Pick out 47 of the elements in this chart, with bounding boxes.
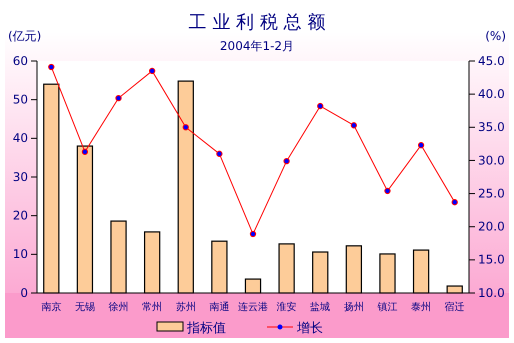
- y-tick-label: 60: [12, 54, 28, 68]
- y-axis-title: (亿元): [8, 29, 42, 43]
- x-tick-label: 镇江: [376, 301, 398, 314]
- y2-tick-label: 10.0: [478, 286, 505, 300]
- point: [182, 124, 189, 130]
- y-tick-label: 40: [12, 131, 28, 146]
- chart-subtitle: 2004年1-2月: [220, 39, 294, 53]
- point: [317, 102, 324, 110]
- x-tick-label: 宿迁: [444, 301, 465, 314]
- y2-tick-label: 30.0: [478, 153, 505, 168]
- y-tick-label: 20: [12, 208, 28, 223]
- point: [350, 122, 357, 128]
- y2-tick-label: 35.0: [478, 120, 505, 134]
- x-tick-label: 泰州: [411, 301, 432, 314]
- point: [149, 68, 156, 74]
- y-tick-label: 0: [20, 286, 28, 300]
- x-tick-label: 无锡: [74, 302, 95, 314]
- x-tick-label: 连云港: [238, 301, 268, 314]
- y-tick-label: 30: [12, 170, 28, 184]
- y2-tick-label: 15.0: [478, 252, 505, 267]
- y2-tick-label: 20.0: [478, 220, 505, 234]
- y2-tick-label: 25.0: [478, 186, 505, 200]
- point: [283, 158, 290, 164]
- x-tick-label: 徐州: [108, 301, 129, 314]
- legend-label: 增长: [296, 321, 323, 336]
- point: [452, 199, 458, 206]
- point: [82, 148, 88, 155]
- point: [250, 230, 256, 238]
- y-tick-label: 10: [12, 247, 28, 262]
- x-tick-label: 南通: [209, 301, 230, 314]
- x-tick-label: 淮安: [276, 301, 297, 314]
- point: [384, 188, 391, 194]
- y2-tick-label: 45.0: [478, 54, 505, 68]
- legend-label: 指标值: [186, 321, 226, 336]
- point: [48, 64, 54, 70]
- point: [216, 150, 223, 157]
- x-tick-label: 扬州: [344, 301, 364, 314]
- y-tick-label: 50: [12, 92, 28, 107]
- x-tick-label: 盐城: [310, 301, 330, 314]
- point: [418, 142, 424, 148]
- y2-tick-label: 40.0: [478, 86, 505, 101]
- chart-title: 工 业 利 税 总 额: [188, 12, 326, 33]
- point: [115, 94, 122, 102]
- x-tick-label: 苏州: [176, 301, 196, 314]
- x-tick-label: 南京: [41, 301, 62, 314]
- x-tick-label: 常州: [142, 301, 162, 314]
- y2-axis-title: (%): [485, 29, 506, 43]
